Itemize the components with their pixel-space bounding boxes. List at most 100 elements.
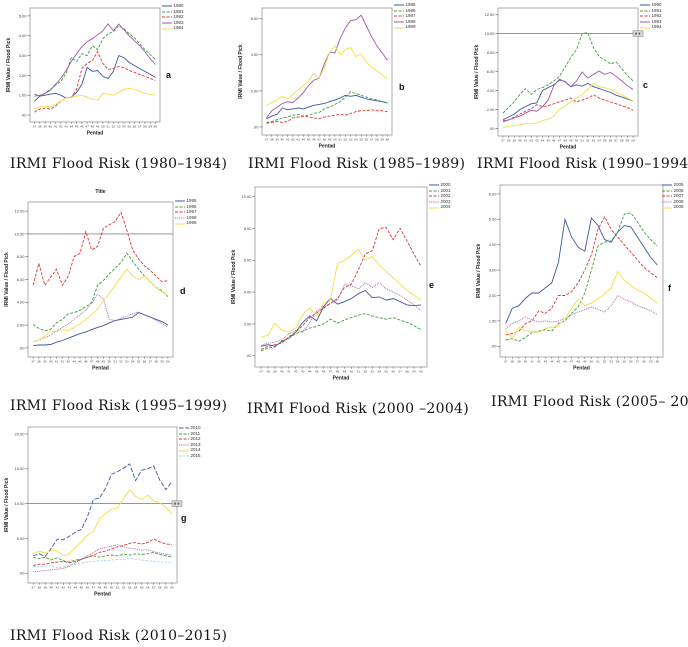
ref-line-handle[interactable] [632,30,644,37]
x-axis-title: Pentad [560,145,577,151]
legend-swatch-icon [640,10,650,12]
y-tick-label: 2.00 [251,88,260,93]
x-tick-label: 39 [275,137,279,141]
series-line-1980 [34,55,156,102]
series-line-2008 [505,294,658,329]
legend-label: 1986 [405,7,416,13]
x-tick-label: 54 [378,369,382,373]
series-line-1988 [266,14,388,119]
y-tick-label: 5.00 [17,536,26,541]
legend-swatch-icon [179,450,189,452]
legend-swatch-icon [429,201,439,203]
x-axis-title: Pentad [333,376,350,382]
x-tick-label: 42 [291,137,295,141]
x-tick-label: 48 [98,585,102,589]
x-tick-label: 40 [280,369,284,373]
x-tick-label: 47 [90,359,94,363]
legend-swatch-icon [394,27,404,29]
series-line-1984 [34,87,156,110]
x-tick-label: 50 [110,585,114,589]
x-tick-label: 39 [43,359,47,363]
y-axis-title: IRMI Value / Flood Pick [4,252,10,307]
chart-b-caption: IRMI Flood Risk (1985–1989) [248,156,466,172]
legend-label: 2008 [673,198,684,204]
series-line-1995 [33,312,169,347]
x-tick-label: 48 [576,359,580,363]
x-tick-label: 44 [70,124,74,128]
y-axis-title: IRMI Value / Flood Pick [231,250,237,305]
series-line-1993 [502,70,634,123]
x-tick-label: 38 [270,137,274,141]
chart-a-legend: 1980 1981 1982 1983 1984 [162,3,184,31]
x-tick-label: 56 [391,369,395,373]
y-tick-label: .00 [491,344,497,349]
x-tick-label: 37 [259,369,263,373]
y-tick-label: 6.00 [17,277,26,282]
y-tick-label: .00 [19,571,25,576]
legend-swatch-icon [394,15,404,17]
x-tick-label: 46 [322,369,326,373]
legend-label: 1984 [173,25,184,31]
legend-swatch-icon [179,433,189,435]
legend-item: 1992 [640,14,662,19]
x-tick-label: 57 [152,585,156,589]
x-tick-label: 60 [631,138,635,142]
legend-swatch-icon [179,455,189,457]
legend-label: 1981 [173,8,184,14]
x-tick-label: 53 [125,359,129,363]
legend-item: 2006 [662,188,684,194]
legend-swatch-icon [662,190,672,192]
legend-label: 2005 [673,182,684,187]
legend-swatch-icon [162,5,172,7]
x-tick-label: 51 [106,124,110,128]
legend-item: 1985 [394,2,416,8]
x-tick-label: 58 [642,359,646,363]
x-tick-label: 49 [583,359,587,363]
y-tick-label: 20.00 [14,431,25,436]
x-tick-label: 57 [614,138,618,142]
legend-label: 1992 [651,13,662,19]
legend-swatch-icon [662,195,672,197]
legend-label: 1982 [173,14,184,20]
chart-c-legend: 1990 1991 1992 1993 1994 [640,2,662,30]
x-tick-label: 59 [649,359,653,363]
y-tick-label: 4.00 [489,242,498,247]
x-axis-title: Pentad [87,131,104,137]
chart-g-caption: IRMI Flood Risk (2010–2015) [10,628,228,644]
series-line-1999 [32,268,169,343]
x-tick-label: 50 [108,359,112,363]
x-tick-label: 53 [371,369,375,373]
legend-item: 2013 [179,442,201,448]
legend-item: 1990 [640,2,662,8]
plot-area [497,7,639,137]
legend-item: 1994 [640,25,662,30]
x-tick-label: 58 [143,124,147,128]
x-tick-label: 37 [265,137,269,141]
legend-item: 1995 [175,198,197,204]
legend-label: 1985 [405,2,416,7]
x-axis-title: Pentad [319,144,336,150]
x-tick-label: 46 [552,138,556,142]
ref-line-handle[interactable] [171,500,183,507]
x-tick-label: 45 [78,359,82,363]
chart-a-caption: IRMI Flood Risk (1980–1984) [10,156,228,172]
chart-g-plot: .00 5.00 10.00 15.00 20.00 37 38 39 40 41 42 43 44 45… [4,426,183,598]
series-line-1994 [502,82,634,128]
series-line-2005 [505,217,658,324]
legend-item: 1981 [162,8,184,15]
legend-swatch-icon [429,207,439,209]
x-tick-label: 38 [37,359,41,363]
legend-swatch-icon [640,27,650,29]
legend-swatch-icon [662,184,672,186]
legend-swatch-icon [162,16,172,18]
x-tick-label: 43 [301,369,305,373]
x-tick-label: 53 [592,138,596,142]
y-tick-label: 4.00 [17,300,26,305]
series-line-1985 [266,94,388,120]
x-tick-label: 55 [623,359,627,363]
y-tick-label: 4.00 [251,52,260,57]
x-tick-label: 42 [537,359,541,363]
legend-label: 1989 [405,24,416,30]
